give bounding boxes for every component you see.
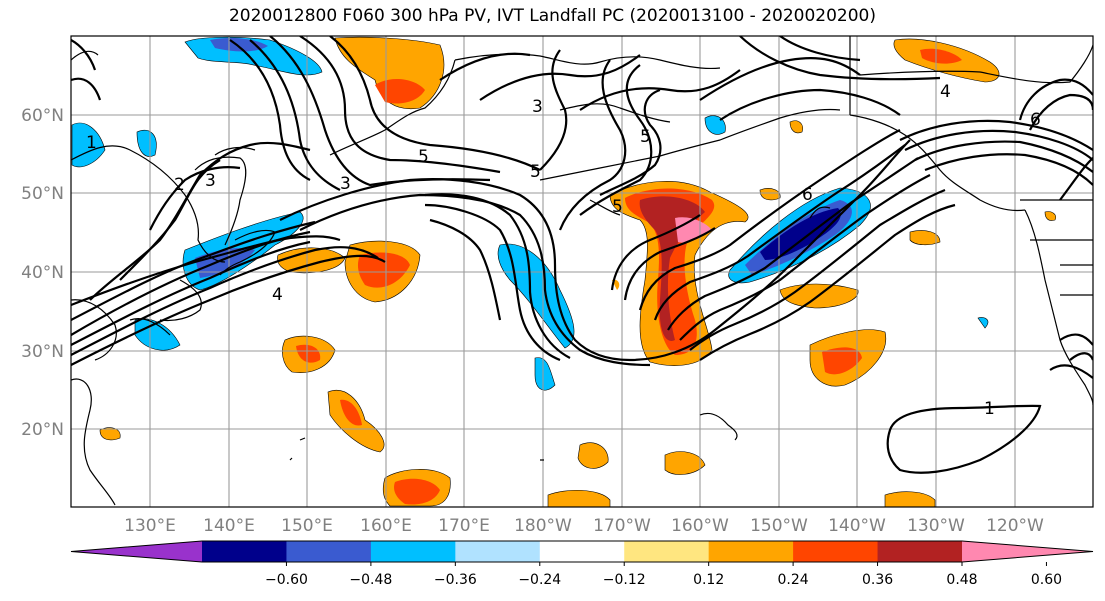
colorbar: −0.60 −0.48 −0.36 −0.24 −0.12 0.12 0.24 0.36 0.4… [70, 540, 1094, 588]
map-panel: 1 2 3 3 4 5 5 5 5 6 3 4 6 1 [71, 36, 1093, 507]
colorbar-segment [708, 541, 794, 562]
colorbar-tick-label: 0.24 [778, 572, 809, 588]
contour-label: 2 [174, 175, 185, 195]
lat-labels: 60°N 50°N 40°N 30°N 20°N [21, 106, 64, 440]
lat-label-30n: 30°N [21, 342, 64, 362]
contour-label: 6 [1030, 110, 1041, 130]
contour-label: 5 [418, 147, 429, 167]
lon-label-120w: 120°W [986, 516, 1044, 536]
lon-label-130w: 130°W [907, 516, 965, 536]
colorbar-tick-label: −0.36 [434, 572, 477, 588]
contour-label: 4 [272, 285, 283, 305]
contour-label: 3 [340, 174, 351, 194]
contour-label: 3 [532, 97, 543, 117]
lat-label-60n: 60°N [21, 106, 64, 126]
lon-label-170w: 170°W [593, 516, 651, 536]
colorbar-segment [370, 541, 456, 562]
colorbar-tick-label: 0.48 [946, 572, 977, 588]
colorbar-segment [624, 541, 710, 562]
contour-label: 5 [530, 162, 541, 182]
colorbar-tick-label: −0.12 [603, 572, 646, 588]
lon-label-130e: 130°E [124, 516, 176, 536]
lon-label-150e: 150°E [281, 516, 333, 536]
colorbar-extend-low [71, 541, 202, 562]
colorbar-segment [202, 541, 287, 562]
lat-label-50n: 50°N [21, 184, 64, 204]
plot-title: 2020012800 F060 300 hPa PV, IVT Landfall… [228, 6, 876, 26]
lon-labels: 130°E 140°E 150°E 160°E 170°E 180°W 170°… [124, 516, 1044, 536]
contour-label: 5 [640, 127, 651, 147]
contour-label: 3 [205, 171, 216, 191]
colorbar-segment [455, 541, 541, 562]
colorbar-segment [877, 541, 963, 562]
colorbar-extend-high [962, 541, 1093, 562]
map-frame [70, 35, 1094, 508]
colorbar-tick-label: 0.60 [1031, 572, 1062, 588]
lon-label-140e: 140°E [203, 516, 255, 536]
lon-label-150w: 150°W [750, 516, 808, 536]
contour-label: 1 [86, 133, 97, 153]
contour-label-group: 1 2 3 3 4 5 5 5 5 6 3 4 6 1 [86, 82, 1041, 419]
colorbar-tick-label: −0.24 [518, 572, 561, 588]
lat-label-20n: 20°N [21, 420, 64, 440]
lon-label-160e: 160°E [360, 516, 412, 536]
lon-label-140w: 140°W [828, 516, 886, 536]
lon-label-180w: 180°W [514, 516, 572, 536]
contour-label: 5 [612, 197, 623, 217]
colorbar-outline [70, 540, 1094, 563]
contours [71, 36, 1093, 474]
contour-label: 6 [802, 185, 813, 205]
contour-label: 1 [984, 399, 995, 419]
colorbar-segment [539, 541, 625, 562]
colorbar-segment [793, 541, 879, 562]
colorbar-tick-label: 0.36 [862, 572, 893, 588]
colorbar-segment [286, 541, 372, 562]
lon-label-170e: 170°E [438, 516, 490, 536]
colorbar-tick-label: 0.12 [693, 572, 724, 588]
colorbar-tick-label: −0.48 [349, 572, 392, 588]
contour-label: 4 [940, 82, 951, 102]
colorbar-tick-label: −0.60 [265, 572, 308, 588]
lon-label-160w: 160°W [671, 516, 729, 536]
lat-label-40n: 40°N [21, 263, 64, 283]
